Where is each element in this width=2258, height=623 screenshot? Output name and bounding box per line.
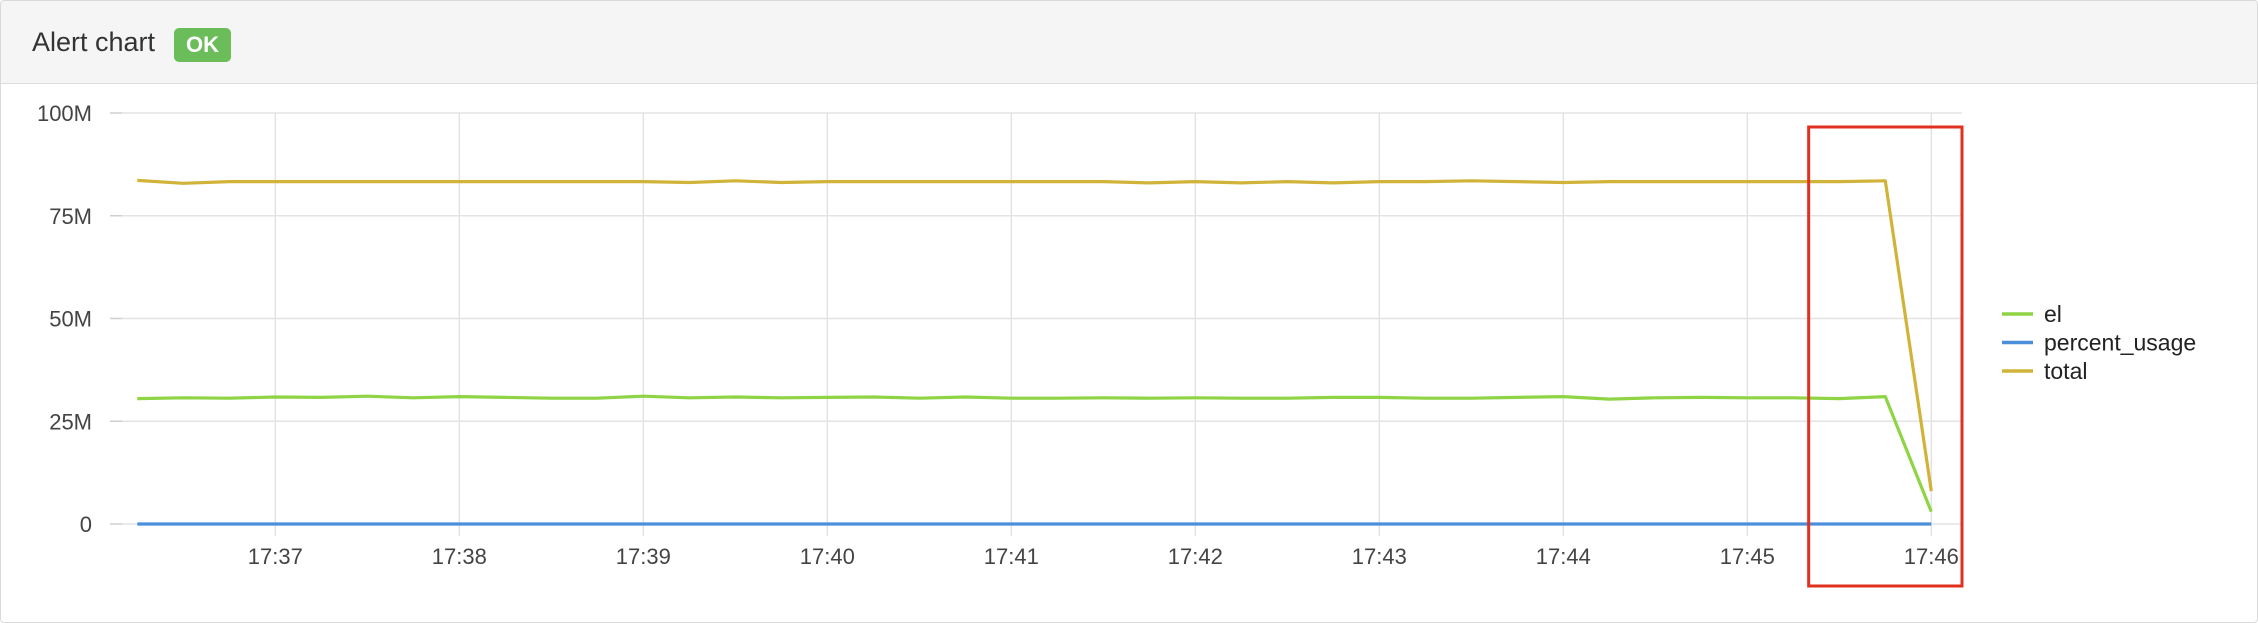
series-line-el	[137, 394, 1933, 513]
legend-label: el	[2044, 301, 2062, 327]
y-tick-label: 100M	[37, 101, 92, 126]
panel-title: Alert chart	[32, 27, 156, 57]
x-tick-label: 17:38	[432, 544, 487, 569]
x-tick-label: 17:41	[984, 544, 1039, 569]
highlight-rectangle	[1807, 125, 1964, 588]
x-tick-label: 17:40	[800, 544, 855, 569]
legend-item-el[interactable]: el	[2002, 301, 2062, 327]
x-tick-label: 17:46	[1904, 544, 1959, 569]
y-tick-label: 0	[80, 512, 92, 537]
y-tick-label: 75M	[49, 204, 92, 229]
panel-header: Alert chart OK	[1, 1, 2257, 84]
y-tick-label: 25M	[49, 409, 92, 434]
y-tick-label: 50M	[49, 307, 92, 332]
x-tick-label: 17:44	[1536, 544, 1591, 569]
x-tick-label: 17:42	[1168, 544, 1223, 569]
status-badge: OK	[174, 28, 231, 62]
grid	[122, 112, 1962, 536]
x-tick-label: 17:39	[616, 544, 671, 569]
legend-label: total	[2044, 358, 2087, 384]
legend-item-total[interactable]: total	[2002, 358, 2087, 384]
legend-label: percent_usage	[2044, 330, 2196, 356]
x-tick-label: 17:45	[1720, 544, 1775, 569]
series-line-total	[137, 178, 1933, 492]
x-tick-label: 17:43	[1352, 544, 1407, 569]
x-tick-label: 17:37	[248, 544, 303, 569]
series-lines	[137, 178, 1933, 526]
legend-item-percent-usage[interactable]: percent_usage	[2002, 330, 2196, 356]
highlight-box	[1807, 125, 1964, 588]
axes: 0 25M 50M 75M 100M 17:37 17:38 17:39 17:40 17:41 1…	[37, 101, 1959, 569]
